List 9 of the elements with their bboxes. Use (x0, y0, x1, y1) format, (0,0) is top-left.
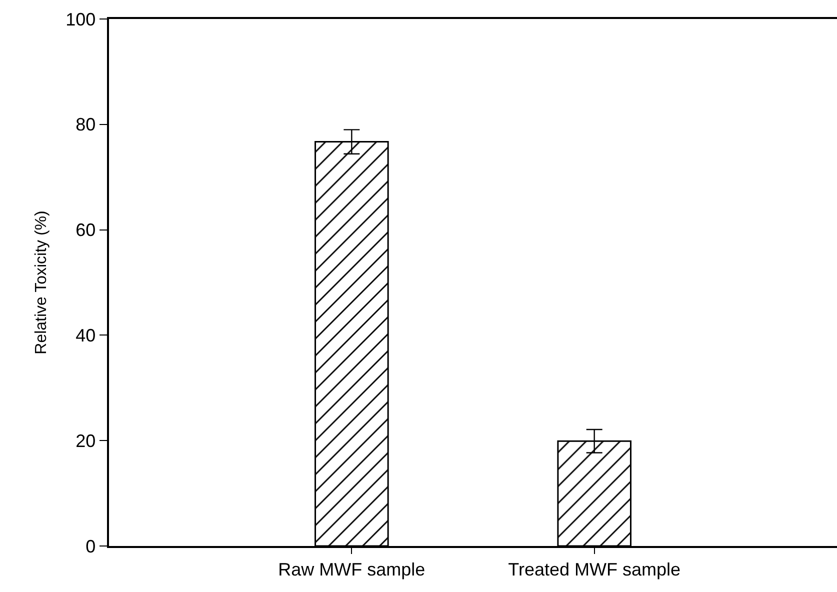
y-tick-label: 100 (66, 9, 96, 30)
y-tick-label: 40 (76, 326, 96, 346)
y-tick-label: 20 (76, 430, 96, 451)
x-tick-label: Raw MWF sample (278, 559, 426, 580)
x-tick-label: Treated MWF sample (508, 559, 681, 580)
y-tick-label: 0 (86, 536, 96, 556)
y-tick-label: 60 (76, 220, 96, 240)
y-tick-label: 80 (76, 114, 96, 135)
y-axis-title: Relative Toxicity (%) (33, 210, 50, 354)
